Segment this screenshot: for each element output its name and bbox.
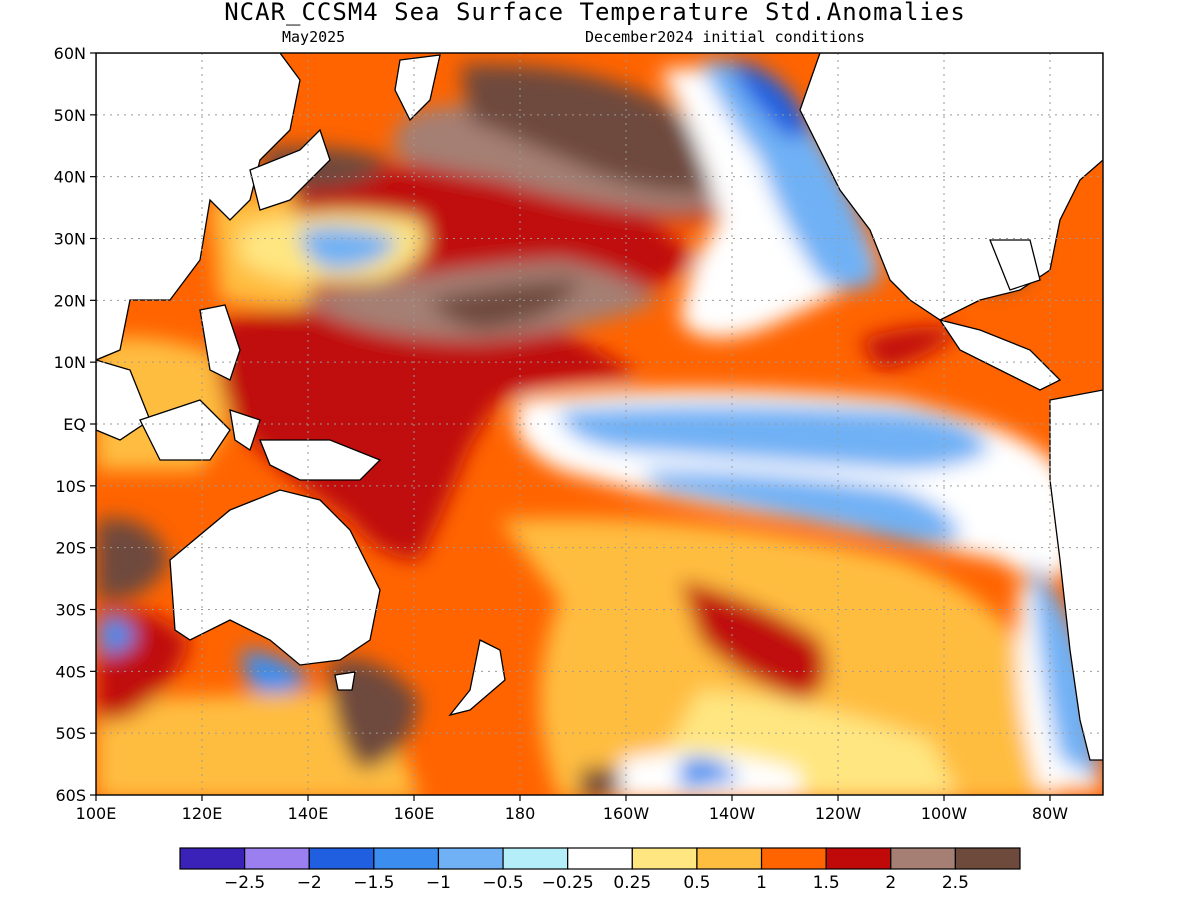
colorbar-swatch — [954, 847, 1021, 870]
colorbar-swatch — [696, 847, 763, 870]
colorbar-swatch — [244, 847, 310, 870]
lon-tick-label: 140W — [709, 804, 756, 823]
lat-tick-label: 20S — [55, 539, 86, 558]
colorbar: −2.5 −2 −1.5 −1 −0.5 −0.25 0.25 0.5 1 1.5 2 2.5 — [179, 847, 1021, 893]
map-title: NCAR_CCSM4 Sea Surface Temperature Std.A… — [224, 0, 966, 26]
colorbar-label: −2.5 — [224, 873, 265, 893]
colorbar-swatch — [760, 847, 827, 870]
lat-tick-label: 50S — [55, 724, 86, 743]
lon-tick-label: 120W — [815, 804, 862, 823]
longitude-axis: 100E 120E 140E 160E 180 160W 140W 120W 100W 80W — [76, 795, 1068, 823]
colorbar-swatch — [308, 847, 375, 870]
colorbar-label: 1 — [756, 873, 767, 893]
lon-tick-label: 180 — [505, 804, 536, 823]
sst-anomaly-field — [96, 53, 1103, 795]
lat-tick-label: 10S — [55, 477, 86, 496]
valid-month-label: May2025 — [282, 28, 346, 46]
colorbar-label: 2 — [885, 873, 896, 893]
lat-lon-grid — [96, 53, 1103, 795]
lat-tick-label: 40N — [54, 168, 86, 187]
colorbar-swatch — [567, 847, 633, 870]
lon-tick-label: 80W — [1032, 804, 1068, 823]
lat-tick-label: 30N — [54, 230, 86, 249]
colorbar-swatch — [373, 847, 440, 870]
lat-tick-label: 30S — [55, 601, 86, 620]
colorbar-label: 1.5 — [813, 873, 840, 893]
lon-tick-label: 160W — [603, 804, 650, 823]
lon-tick-label: 140E — [288, 804, 329, 823]
lat-tick-label: 20N — [54, 291, 86, 310]
lat-tick-label: 40S — [55, 662, 86, 681]
colorbar-label: −1.5 — [353, 873, 394, 893]
lat-tick-label: 10N — [54, 353, 86, 372]
lat-tick-label: 50N — [54, 106, 86, 125]
lat-tick-label: 60N — [54, 44, 86, 63]
colorbar-swatch — [437, 847, 504, 870]
initial-conditions-label: December2024 initial conditions — [585, 28, 865, 46]
land-masses — [96, 53, 1103, 761]
lon-tick-label: 160E — [394, 804, 435, 823]
colorbar-label: −1 — [426, 873, 451, 893]
colorbar-label: −0.25 — [542, 873, 594, 893]
colorbar-label: 2.5 — [942, 873, 969, 893]
colorbar-label: 0.25 — [613, 873, 651, 893]
lon-tick-label: 100W — [921, 804, 968, 823]
colorbar-swatch — [502, 847, 569, 870]
colorbar-swatch — [631, 847, 698, 870]
latitude-axis: 60N 50N 40N 30N 20N 10N EQ 10S 20S 30S 40S 50S 60S — [54, 44, 96, 805]
colorbar-label: 0.5 — [683, 873, 710, 893]
colorbar-swatch — [890, 847, 956, 870]
lon-tick-label: 120E — [182, 804, 223, 823]
colorbar-swatch — [179, 847, 246, 870]
lat-tick-label: EQ — [63, 415, 86, 434]
colorbar-swatch — [825, 847, 892, 870]
lon-tick-label: 100E — [76, 804, 117, 823]
colorbar-label: −0.5 — [482, 873, 523, 893]
lat-tick-label: 60S — [55, 786, 86, 805]
colorbar-label: −2 — [297, 873, 322, 893]
